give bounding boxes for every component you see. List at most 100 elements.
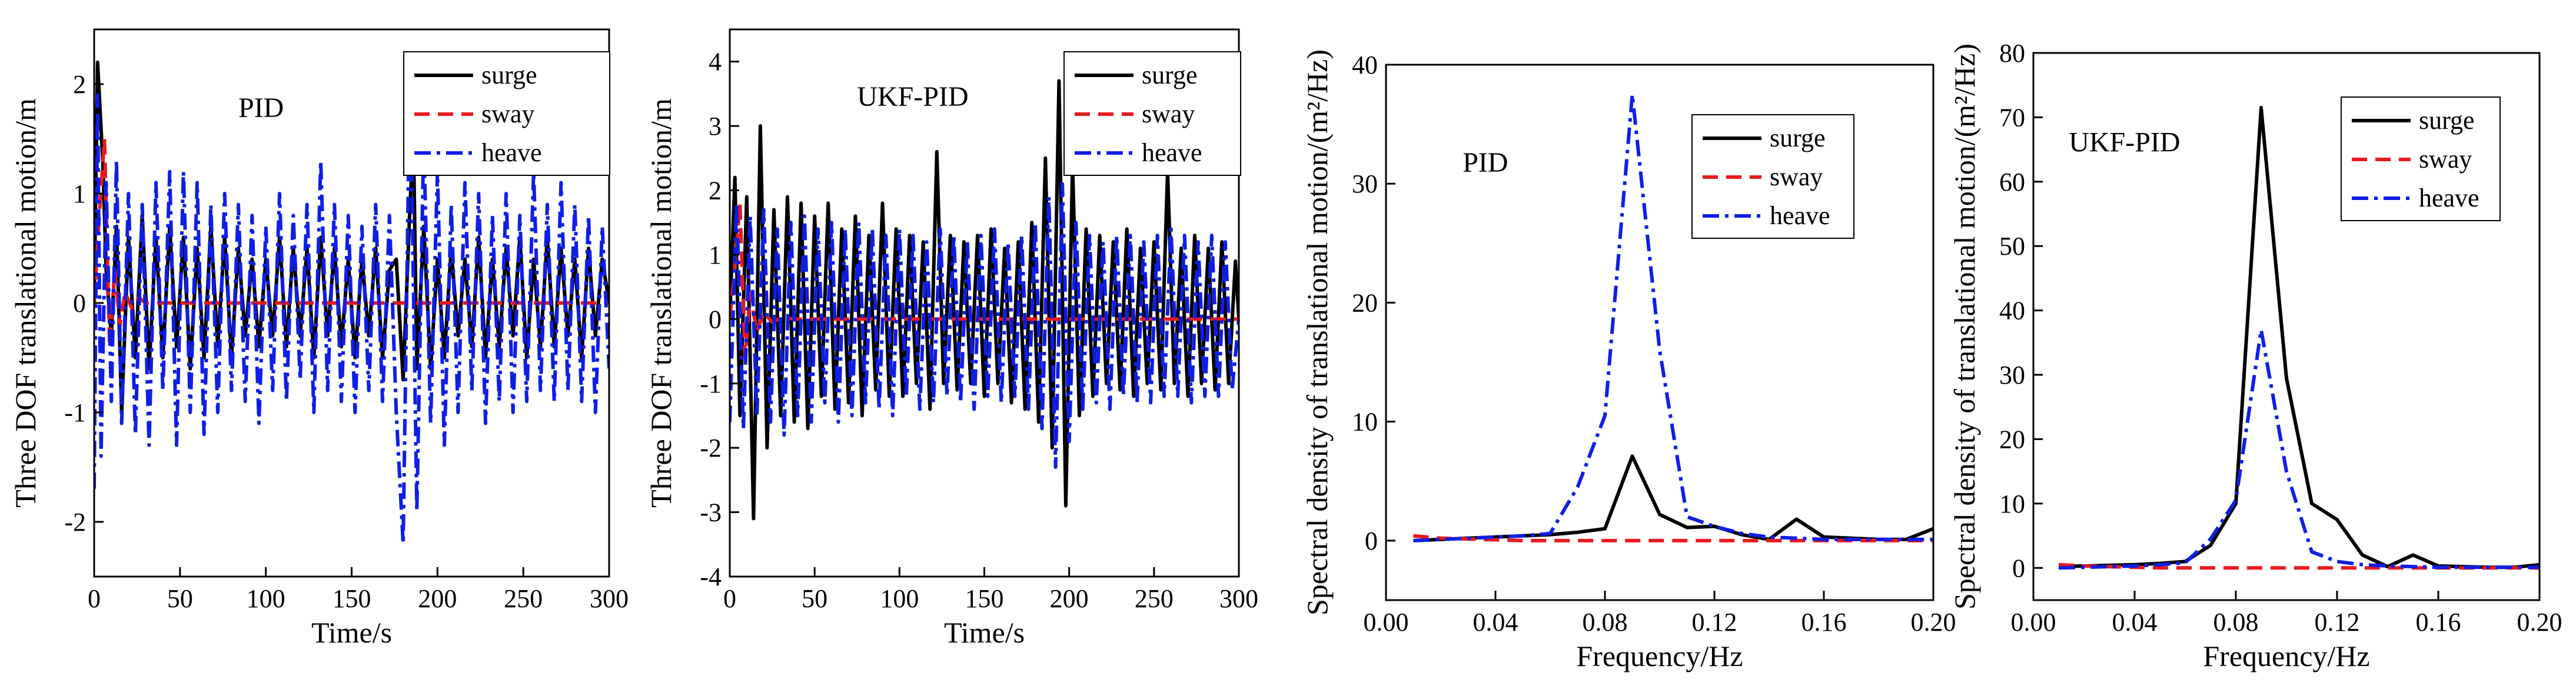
x-axis-label: Time/s xyxy=(311,616,392,649)
series-group xyxy=(730,79,1239,521)
y-tick-label: -2 xyxy=(700,434,722,462)
y-tick-label: 0 xyxy=(709,305,722,334)
y-tick-label: -4 xyxy=(700,562,722,591)
panel-annotation: PID xyxy=(1462,147,1508,178)
y-axis-label: Spectral density of translational motion… xyxy=(1948,44,1981,610)
x-tick-label: 300 xyxy=(590,584,629,613)
x-tick-label: 300 xyxy=(1219,584,1258,613)
chart-4: 0.00 0.04 0.08 0.12 0.16 0.20 0 10 20 30 40 50 60 70 8… xyxy=(1948,39,2562,672)
y-tick-label: 40 xyxy=(1999,297,2025,325)
y-tick-label: -1 xyxy=(700,369,722,398)
series-surge xyxy=(1413,454,1933,542)
series-heave xyxy=(2058,328,2540,570)
y-tick-label: 30 xyxy=(1999,361,2025,389)
y-tick-label: 80 xyxy=(1999,39,2025,68)
x-tick-label: 0 xyxy=(723,584,736,613)
x-tick-label: 0.16 xyxy=(2416,608,2461,637)
x-tick-label: 50 xyxy=(802,584,827,613)
chart-1: 0 50 100 150 200 250 300 -2 -1 0 1 2 Time/s Three DOF… xyxy=(9,28,629,649)
x-tick-label: 0.04 xyxy=(2112,608,2158,637)
y-tick-label: 10 xyxy=(1352,408,1378,437)
legend: surge sway heave xyxy=(403,51,610,176)
series-sway xyxy=(730,201,1239,359)
chart-2: 0 50 100 150 200 250 300 -4 -3 -2 -1 0 1 2 3 4 Time/s Thr… xyxy=(644,28,1258,649)
y-tick-label: -2 xyxy=(64,508,86,537)
x-tick-label: 0.00 xyxy=(1364,608,1409,637)
legend-label-sway: sway xyxy=(1142,99,1195,128)
panel-annotation: PID xyxy=(238,92,284,124)
legend-label-heave: heave xyxy=(1142,138,1202,167)
y-tick-label: 0 xyxy=(73,289,86,318)
series-group xyxy=(1413,92,1933,542)
y-tick-label: 10 xyxy=(1999,489,2025,518)
x-tick-label: 0.20 xyxy=(2517,608,2562,637)
x-tick-label: 150 xyxy=(965,584,1004,613)
y-tick-label: 30 xyxy=(1352,169,1378,198)
y-tick-label: 2 xyxy=(709,177,722,205)
plot-frame xyxy=(2032,52,2541,601)
y-tick-label: -1 xyxy=(64,398,86,427)
legend-label-surge: surge xyxy=(1142,61,1198,89)
y-tick-label: 1 xyxy=(709,241,722,269)
y-tick-label: 60 xyxy=(1999,168,2025,197)
y-tick-label: 50 xyxy=(1999,232,2025,261)
x-tick-label: 200 xyxy=(1050,584,1089,613)
legend-label-surge: surge xyxy=(2419,106,2475,135)
series-group xyxy=(94,60,609,546)
series-heave xyxy=(1413,92,1933,542)
x-axis-label: Frequency/Hz xyxy=(1576,640,1743,672)
x-axis-label: Frequency/Hz xyxy=(2203,640,2369,672)
legend-label-sway: sway xyxy=(1770,162,1823,191)
legend-box xyxy=(1063,51,1241,176)
x-tick-label: 0.20 xyxy=(1911,608,1956,637)
x-tick-label: 0.00 xyxy=(2011,608,2056,637)
panel-annotation: UKF-PID xyxy=(857,81,968,112)
y-axis-label: Three DOF translational motion/m xyxy=(644,98,677,508)
x-tick-label: 0.12 xyxy=(1692,608,1737,637)
x-tick-label: 0.16 xyxy=(1801,608,1847,637)
plot-frame xyxy=(1385,64,1935,601)
panel-annotation: UKF-PID xyxy=(2069,126,2180,158)
series-heave xyxy=(94,60,609,546)
legend: surge sway heave xyxy=(2341,96,2501,221)
legend-label-heave: heave xyxy=(2419,184,2479,212)
x-tick-label: 100 xyxy=(247,584,285,613)
x-tick-label: 250 xyxy=(1135,584,1174,613)
x-tick-label: 50 xyxy=(167,584,193,613)
x-tick-label: 100 xyxy=(880,584,919,613)
y-tick-label: 2 xyxy=(73,70,86,99)
y-tick-label: 70 xyxy=(1999,103,2025,132)
y-tick-label: 40 xyxy=(1352,51,1378,79)
series-heave xyxy=(730,182,1239,469)
y-axis-label: Three DOF translational motion/m xyxy=(9,98,42,508)
x-axis-label: Time/s xyxy=(944,616,1025,649)
y-tick-label: 20 xyxy=(1999,425,2025,454)
legend: surge sway heave xyxy=(1063,51,1241,176)
y-tick-label: 3 xyxy=(709,112,722,141)
x-tick-label: 0.08 xyxy=(1583,608,1628,637)
y-axis-label: Spectral density of translational motion… xyxy=(1301,49,1334,615)
y-tick-label: 1 xyxy=(73,179,86,208)
series-group xyxy=(2058,106,2540,570)
y-tick-label: 20 xyxy=(1352,288,1378,317)
y-tick-label: -3 xyxy=(700,498,722,527)
x-tick-label: 150 xyxy=(333,584,371,613)
x-tick-label: 0.12 xyxy=(2315,608,2360,637)
y-tick-label: 0 xyxy=(2012,554,2025,582)
x-tick-label: 200 xyxy=(418,584,457,613)
y-tick-label: 0 xyxy=(1365,527,1378,555)
legend: surge sway heave xyxy=(1691,114,1854,239)
y-tick-label: 4 xyxy=(709,48,722,76)
legend-label-surge: surge xyxy=(1770,124,1826,152)
x-tick-label: 0 xyxy=(88,584,101,613)
legend-label-heave: heave xyxy=(481,138,542,167)
legend-label-heave: heave xyxy=(1770,201,1830,230)
series-surge xyxy=(730,79,1239,521)
legend-label-sway: sway xyxy=(2419,145,2472,174)
x-tick-label: 0.04 xyxy=(1473,608,1518,637)
x-tick-label: 250 xyxy=(504,584,543,613)
x-tick-label: 0.08 xyxy=(2213,608,2259,637)
legend-label-surge: surge xyxy=(481,61,537,89)
legend-label-sway: sway xyxy=(481,99,534,128)
